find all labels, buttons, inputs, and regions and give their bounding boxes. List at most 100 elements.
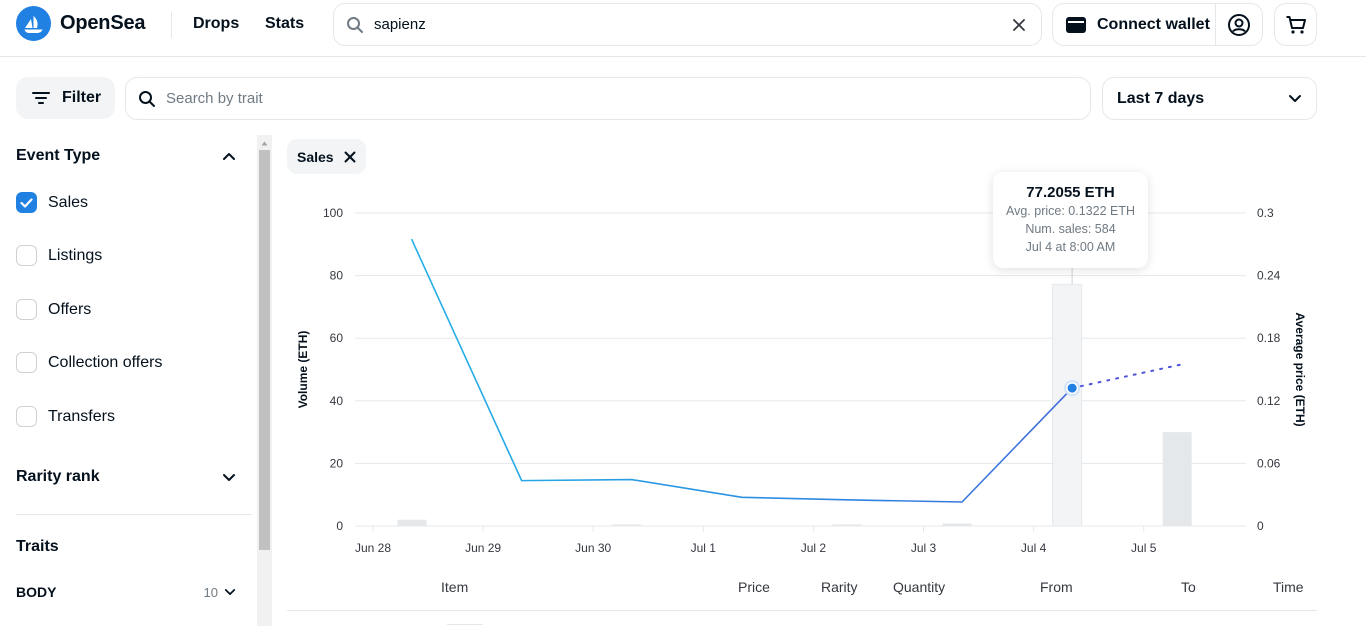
sidebar-divider — [16, 514, 252, 515]
sales-filter-chip[interactable]: Sales — [287, 139, 366, 174]
x-tick-label: Jun 30 — [575, 541, 611, 555]
rarity-rank-header[interactable]: Rarity rank — [16, 468, 236, 486]
event-sales-checkbox[interactable]: Sales — [16, 192, 88, 213]
avg-price-line — [410, 238, 1073, 503]
event-listings-checkbox[interactable]: Listings — [16, 245, 102, 266]
cart-icon — [1286, 15, 1306, 34]
checkbox-icon — [16, 245, 37, 266]
chevron-down-icon — [224, 588, 236, 595]
checkbox-icon — [16, 406, 37, 427]
event-offers-label: Offers — [48, 300, 92, 318]
y-right-tick-label: 0.12 — [1257, 394, 1281, 408]
traits-title: Traits — [16, 538, 59, 555]
tooltip-avg-price: Avg. price: 0.1322 ETH — [1005, 204, 1135, 218]
col-time: Time — [1273, 579, 1304, 595]
x-tick-label: Jul 4 — [1021, 541, 1047, 555]
close-icon[interactable] — [344, 151, 356, 163]
x-tick-label: Jun 29 — [465, 541, 501, 555]
account-button[interactable] — [1216, 4, 1262, 45]
event-offers-checkbox[interactable]: Offers — [16, 299, 91, 320]
connect-wallet-button[interactable]: Connect wallet — [1053, 4, 1216, 45]
event-type-header[interactable]: Event Type — [16, 147, 236, 165]
volume-bar — [612, 524, 642, 526]
volume-bar — [1162, 432, 1192, 526]
y-right-tick-label: 0 — [1257, 519, 1264, 533]
checkbox-checked-icon — [16, 192, 37, 213]
volume-bar — [832, 524, 862, 526]
highlight-point — [1067, 383, 1077, 393]
wallet-group: Connect wallet — [1052, 3, 1263, 46]
y-tick-label: 80 — [330, 269, 344, 283]
y-tick-label: 0 — [336, 519, 343, 533]
period-value: Last 7 days — [1117, 89, 1205, 107]
chip-label: Sales — [297, 148, 334, 165]
y-tick-label: 60 — [330, 331, 344, 345]
event-transfers-label: Transfers — [48, 407, 115, 425]
scroll-up-arrow-icon[interactable] — [257, 137, 272, 149]
nav-stats[interactable]: Stats — [265, 15, 305, 32]
trait-search-input[interactable] — [166, 90, 1078, 107]
col-item: Item — [441, 579, 469, 595]
checkbox-icon — [16, 299, 37, 320]
y-right-tick-label: 0.24 — [1257, 269, 1281, 283]
col-quantity: Quantity — [893, 579, 946, 595]
checkbox-icon — [16, 352, 37, 373]
chevron-up-icon — [223, 152, 235, 160]
col-rarity: Rarity — [821, 579, 858, 595]
filter-sidebar: Event Type Sales Listings Offers Collect… — [16, 135, 252, 626]
filter-button[interactable]: Filter — [16, 77, 115, 119]
rarity-rank-title: Rarity rank — [16, 468, 100, 485]
x-tick-label: Jul 1 — [691, 541, 717, 555]
event-type-title: Event Type — [16, 147, 101, 164]
connect-wallet-label: Connect wallet — [1097, 15, 1210, 33]
clear-search-icon[interactable] — [1009, 15, 1029, 35]
brand-name: OpenSea — [60, 12, 146, 34]
trait-count-group: 10 — [204, 585, 236, 600]
scrollbar-thumb[interactable] — [259, 150, 270, 550]
opensea-logo[interactable]: OpenSea — [16, 6, 146, 41]
y-right-tick-label: 0.06 — [1257, 456, 1281, 470]
search-icon — [347, 16, 363, 33]
y-tick-label: 20 — [330, 456, 344, 470]
sidebar-scrollbar[interactable] — [257, 135, 272, 626]
wallet-icon — [1066, 16, 1086, 33]
tooltip-num-sales: Num. sales: 584 — [1025, 222, 1116, 236]
top-header: OpenSea Drops Stats Connect wallet — [0, 0, 1366, 57]
trait-search — [125, 77, 1091, 120]
chart-tooltip: 77.2055 ETH Avg. price: 0.1322 ETH Num. … — [993, 172, 1148, 268]
trait-row-body[interactable]: BODY 10 — [16, 584, 236, 600]
volume-price-chart[interactable]: 0 20 40 60 80 100 0 0.06 0.12 0.18 0.24 0.3 Jun 28 Ju… — [287, 170, 1317, 570]
search-icon — [139, 90, 155, 107]
y-axis-right-label: Average price (ETH) — [1293, 312, 1307, 426]
event-collection-offers-label: Collection offers — [48, 353, 163, 371]
header-divider — [171, 12, 172, 38]
traits-header: Traits — [16, 538, 236, 556]
col-price: Price — [738, 579, 770, 595]
filter-label: Filter — [62, 89, 102, 106]
y-tick-label: 100 — [323, 206, 343, 220]
global-search — [333, 3, 1042, 46]
trait-count: 10 — [203, 584, 218, 600]
y-right-tick-label: 0.18 — [1257, 331, 1281, 345]
cart-button[interactable] — [1274, 3, 1317, 46]
trait-name: BODY — [16, 584, 57, 600]
nav-drops[interactable]: Drops — [193, 15, 240, 32]
table-row — [447, 624, 483, 626]
global-search-input[interactable] — [374, 16, 1009, 33]
event-sales-label: Sales — [48, 193, 89, 211]
volume-bar — [942, 523, 972, 526]
col-from: From — [1040, 579, 1073, 595]
tooltip-volume: 77.2055 ETH — [1026, 184, 1115, 201]
event-transfers-checkbox[interactable]: Transfers — [16, 406, 115, 427]
avg-price-line-projection — [1071, 363, 1184, 390]
period-select[interactable]: Last 7 days — [1102, 77, 1317, 120]
table-divider — [287, 610, 1317, 611]
x-tick-label: Jul 5 — [1131, 541, 1157, 555]
event-collection-offers-checkbox[interactable]: Collection offers — [16, 352, 162, 373]
chevron-down-icon — [223, 473, 235, 481]
account-icon — [1228, 13, 1250, 36]
x-tick-label: Jun 28 — [355, 541, 391, 555]
x-tick-label: Jul 2 — [801, 541, 827, 555]
x-tick-label: Jul 3 — [911, 541, 937, 555]
event-listings-label: Listings — [48, 246, 103, 264]
